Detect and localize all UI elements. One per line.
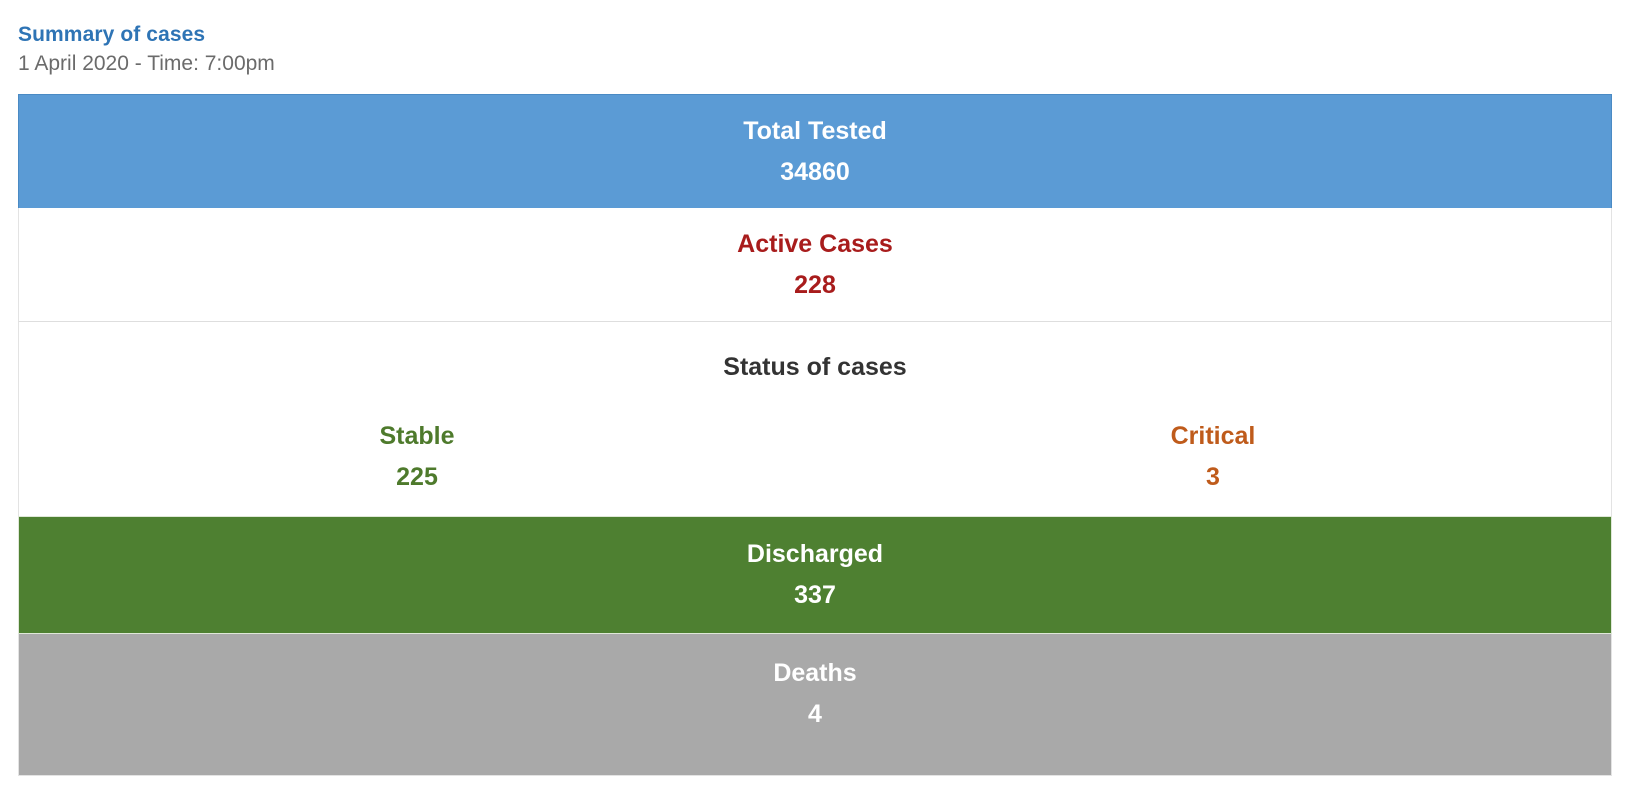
- critical-label: Critical: [1170, 422, 1256, 450]
- discharged-label: Discharged: [746, 540, 884, 568]
- deaths-value: 4: [808, 700, 822, 728]
- status-columns: Stable 225 Critical 3: [19, 421, 1611, 493]
- total-tested-label: Total Tested: [743, 116, 887, 145]
- deaths-band: Deaths 4: [18, 634, 1612, 776]
- discharged-band: Discharged 337: [18, 516, 1612, 634]
- stable-value: 225: [396, 463, 438, 491]
- page-header: Summary of cases 1 April 2020 - Time: 7:…: [18, 22, 1612, 78]
- active-cases-value: 228: [794, 270, 836, 299]
- critical-value: 3: [1206, 463, 1220, 491]
- deaths-label: Deaths: [773, 659, 857, 687]
- active-cases-band: Active Cases 228: [18, 208, 1612, 322]
- page-title: Summary of cases: [18, 23, 206, 46]
- active-cases-label: Active Cases: [737, 229, 893, 258]
- page-timestamp: 1 April 2020 - Time: 7:00pm: [18, 52, 275, 75]
- status-column-stable: Stable 225: [19, 421, 815, 493]
- status-of-cases-band: Status of cases Stable 225 Critical 3: [18, 322, 1612, 516]
- total-tested-value: 34860: [780, 157, 850, 186]
- stable-label: Stable: [379, 422, 455, 450]
- discharged-value: 337: [794, 581, 836, 609]
- total-tested-band: Total Tested 34860: [18, 94, 1612, 208]
- status-of-cases-heading: Status of cases: [723, 353, 907, 381]
- status-column-critical: Critical 3: [815, 421, 1611, 493]
- summary-card: Total Tested 34860 Active Cases 228 Stat…: [18, 94, 1612, 776]
